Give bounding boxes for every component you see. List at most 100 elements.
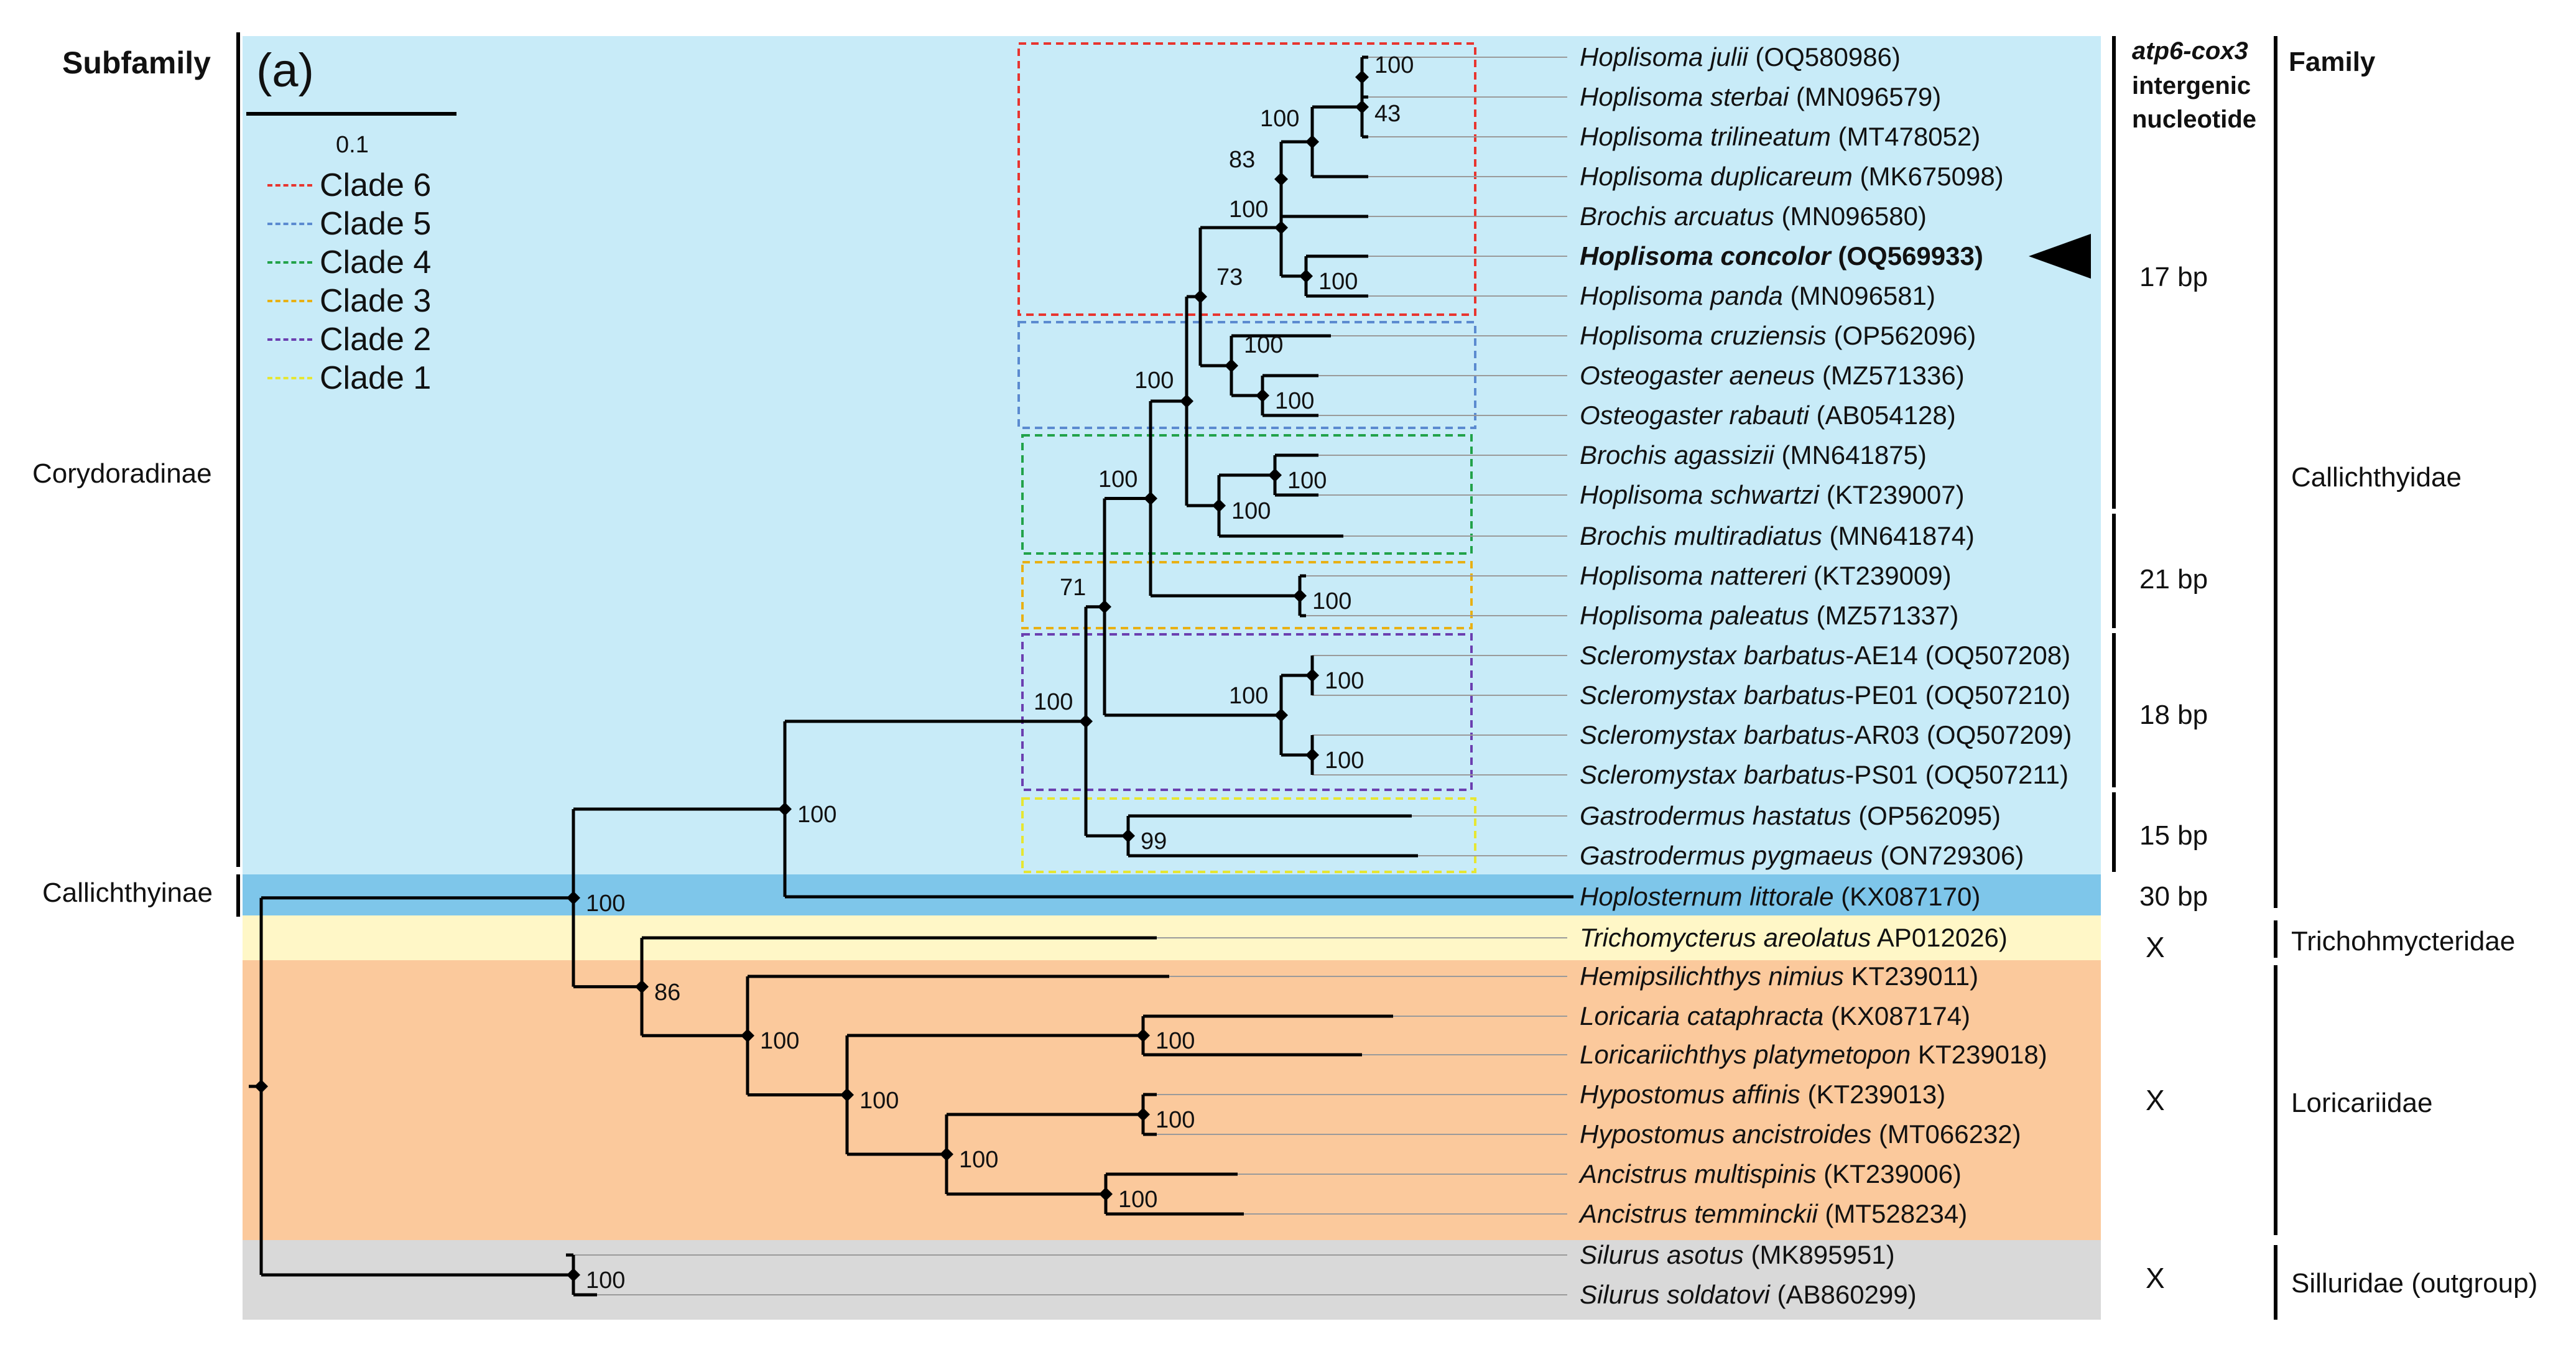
tip-label: Loricaria cataphracta (KX087174) [1580, 1003, 1970, 1029]
node-marker [635, 980, 649, 994]
tip-suffix: -AE14 [1845, 641, 1918, 670]
tip-accession: (MK675098) [1852, 162, 2004, 191]
support-value: 100 [1325, 668, 1364, 694]
legend-swatch [267, 377, 312, 379]
node-marker [1274, 172, 1288, 186]
family-callichthyidae: Callichthyidae [2291, 462, 2462, 493]
support-value: 100 [1325, 748, 1364, 774]
support-value: 100 [586, 890, 626, 917]
legend-swatch [267, 223, 312, 225]
tip-species: Hoplisoma duplicareum [1580, 162, 1853, 191]
tip-species: Brochis arcuatus [1580, 201, 1774, 231]
tip-accession: (OP562095) [1851, 801, 2001, 830]
tip-species: Hoplisoma trilineatum [1580, 122, 1831, 151]
tip-label: Hoplisoma duplicareum (MK675098) [1580, 164, 2004, 190]
legend-swatch [267, 338, 312, 341]
legend-clade-1: Clade 1 [267, 359, 431, 397]
tip-label: Hypostomus ancistroides (MT066232) [1580, 1121, 2021, 1147]
tip-label: Hoplisoma nattereri (KT239009) [1580, 563, 1952, 589]
subfamily-divider [236, 32, 240, 867]
intergenic-divider-3 [2112, 633, 2116, 787]
intergenic-header-line1: atp6-cox3 [2132, 37, 2248, 65]
tip-species: Ancistrus temminckii [1580, 1199, 1818, 1228]
tip-label: Hoplosternum littorale (KX087170) [1580, 884, 1980, 910]
clade-4-box [1021, 434, 1473, 555]
intergenic-divider-2 [2112, 514, 2116, 628]
support-value: 100 [1098, 466, 1138, 493]
tip-label: Hoplisoma julii (OQ580986) [1580, 44, 1901, 70]
tip-accession: (OP562096) [1826, 321, 1976, 350]
node-marker [1355, 100, 1369, 114]
clade-3-box [1021, 561, 1473, 629]
support-value: 100 [1229, 197, 1269, 223]
support-value: 43 [1374, 101, 1401, 127]
intergenic-x-lorica: X [2146, 1084, 2165, 1116]
tip-label: Osteogaster rabauti (AB054128) [1580, 402, 1956, 428]
tip-species: Scleromystax barbatus [1580, 760, 1846, 789]
tip-label: Scleromystax barbatus-AE14 (OQ507208) [1580, 642, 2070, 669]
node-marker [1136, 1029, 1150, 1042]
node-marker [840, 1088, 854, 1102]
tip-label: Trichomycterus areolatus AP012026) [1580, 925, 2008, 951]
tip-species: Hoplisoma julii [1580, 42, 1748, 72]
tip-accession: (AB860299) [1769, 1280, 1917, 1309]
legend-swatch [267, 261, 312, 264]
tip-suffix: -PS01 [1845, 760, 1918, 789]
tip-accession: (ON729306) [1873, 841, 2024, 870]
subfamily-callichthyinae: Callichthyinae [42, 878, 213, 908]
clade-6-box [1017, 42, 1476, 316]
tip-label: Hoplisoma concolor (OQ569933) [1580, 243, 1983, 269]
tip-accession: (OQ569933) [1830, 241, 1983, 271]
tip-accession: (OQ507211) [1917, 760, 2069, 789]
clade-1-box [1021, 797, 1476, 873]
tip-label: Hoplisoma trilineatum (MT478052) [1580, 124, 1980, 150]
tip-accession: (MT066232) [1871, 1119, 2021, 1149]
intergenic-divider-4 [2112, 792, 2116, 872]
tip-accession: (KT239006) [1816, 1159, 1962, 1188]
node-marker [1305, 748, 1319, 762]
legend-clade-6: Clade 6 [267, 167, 431, 204]
tip-label: Brochis arcuatus (MN096580) [1580, 203, 1927, 229]
node-marker [1193, 290, 1207, 303]
tip-suffix: -PE01 [1845, 680, 1918, 710]
node-marker [778, 802, 792, 816]
family-siluridae: Silluridae (outgroup) [2291, 1268, 2538, 1299]
support-value: 100 [959, 1147, 999, 1173]
family-divider-2 [2274, 920, 2277, 958]
intergenic-header-line3: nucleotide [2132, 106, 2257, 133]
clade-2-box [1021, 633, 1473, 791]
tip-species: Hoplosternum littorale [1580, 882, 1834, 911]
family-header: Family [2289, 47, 2376, 77]
tip-accession: (OQ507208) [1917, 641, 2071, 670]
legend-swatch [267, 300, 312, 302]
callichthyinae-band [243, 874, 2101, 915]
tip-accession: (MN096580) [1774, 201, 1927, 231]
tip-label: Loricariichthys platymetopon KT239018) [1580, 1042, 2047, 1068]
tip-species: Silurus asotus [1580, 1240, 1744, 1269]
support-value: 100 [1287, 468, 1327, 494]
node-marker [1121, 829, 1135, 843]
intergenic-17bp: 17 bp [2139, 262, 2208, 292]
subfamily-divider-2 [236, 874, 240, 917]
legend-swatch [267, 184, 312, 187]
tip-species: Loricariichthys platymetopon [1580, 1040, 1911, 1069]
legend-label: Clade 5 [320, 206, 432, 242]
tip-suffix: -AR03 [1845, 720, 1920, 749]
node-marker [1079, 714, 1093, 728]
tip-accession: KT239018) [1911, 1040, 2047, 1069]
tip-accession: AP012026) [1871, 923, 2008, 952]
intergenic-x-tricho: X [2146, 931, 2165, 963]
family-divider-3 [2274, 965, 2277, 1235]
tip-label: Scleromystax barbatus-PS01 (OQ507211) [1580, 762, 2069, 788]
tip-accession: (KX087170) [1833, 882, 1981, 911]
intergenic-30bp: 30 bp [2139, 881, 2208, 912]
node-marker [1274, 708, 1288, 722]
node-marker [1098, 600, 1111, 614]
node-marker [1355, 70, 1369, 84]
tip-label: Scleromystax barbatus-AR03 (OQ507209) [1580, 722, 2072, 748]
tip-label: Gastrodermus pygmaeus (ON729306) [1580, 843, 2024, 869]
node-marker [1099, 1187, 1113, 1201]
tip-species: Scleromystax barbatus [1580, 680, 1846, 710]
